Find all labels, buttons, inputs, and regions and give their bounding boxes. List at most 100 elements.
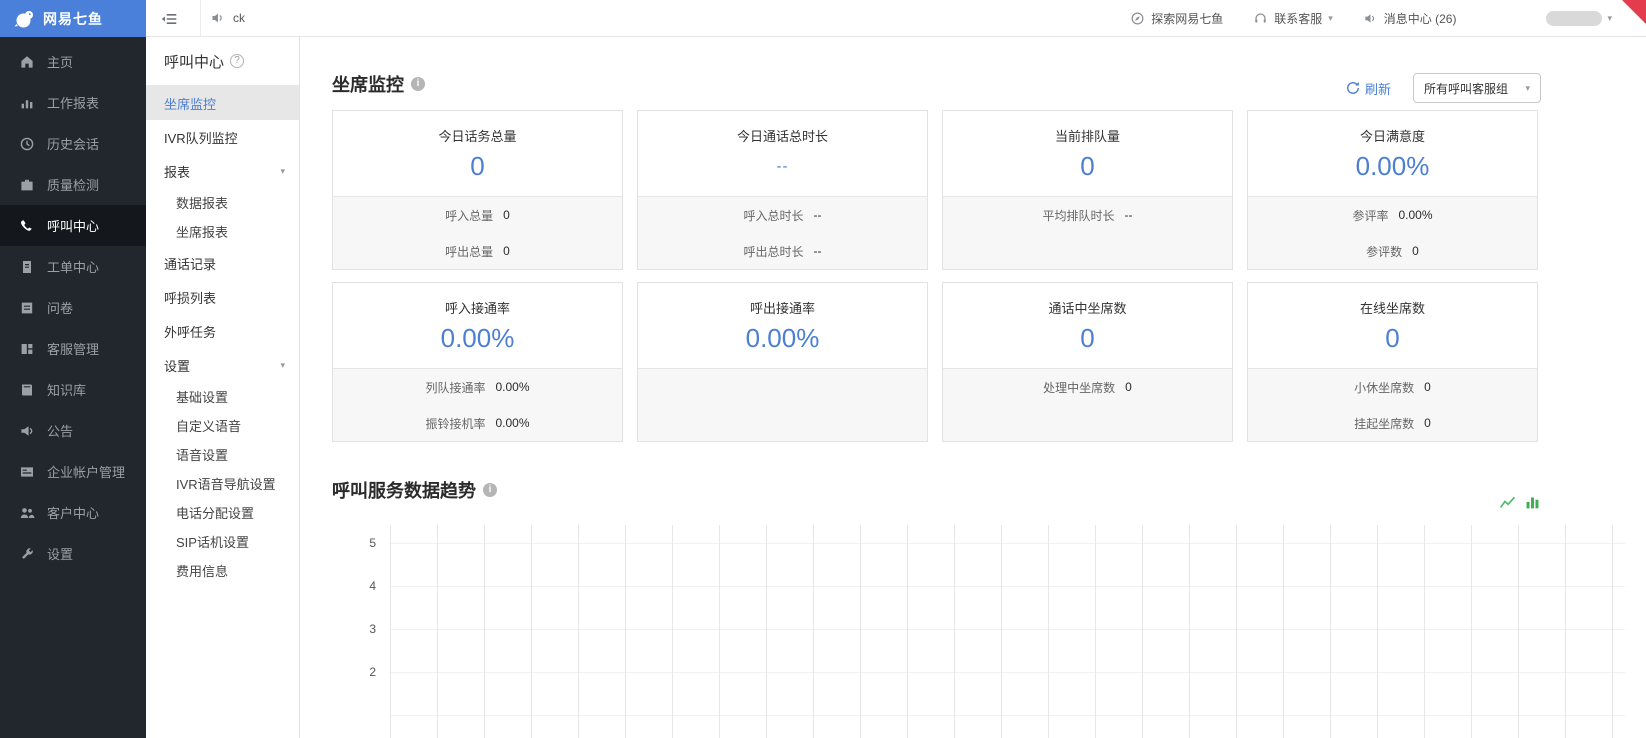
- metric-value: 0.00%: [440, 323, 515, 353]
- contact-support-label: 联系客服: [1274, 12, 1323, 26]
- card-current-queue: 当前排队量 0 平均排队时长 --: [942, 110, 1233, 270]
- sidebar-item-quality-check[interactable]: 质量检测: [0, 164, 146, 205]
- metric-detail: 列队接通率 0.00%: [425, 380, 530, 395]
- quality-icon: [21, 179, 33, 190]
- submenu-item-settings-group[interactable]: 设置 ▾: [164, 358, 285, 374]
- card-inbound-answer-rate: 呼入接通率 0.00% 列队接通率 0.00% 振铃接机率 0.00%: [332, 282, 623, 442]
- submenu-item-call-distribution[interactable]: 电话分配设置: [176, 506, 255, 521]
- submenu-item-billing-info[interactable]: 费用信息: [176, 564, 229, 579]
- user-avatar[interactable]: ▾: [1546, 11, 1612, 26]
- sidebar-item-work-reports[interactable]: 工作报表: [0, 82, 146, 123]
- metric-value: 0: [470, 151, 485, 181]
- sidebar-item-ticket-center[interactable]: 工单中心: [0, 246, 146, 287]
- metric-detail: 呼出总量 0: [445, 244, 510, 259]
- history-icon: [20, 137, 34, 150]
- agent-name: ck: [233, 11, 245, 25]
- customer-icon: [20, 507, 35, 518]
- agent-group-select[interactable]: 所有呼叫客服组 ▾: [1413, 73, 1541, 103]
- page-title: 坐席监控: [332, 75, 404, 95]
- card-agents-online: 在线坐席数 0 小休坐席数 0 挂起坐席数 0: [1247, 282, 1538, 442]
- call-center-submenu: 呼叫中心 ? 坐席监控 IVR队列监控 报表 ▾ 数据报表 坐席报表 通话记录 …: [146, 37, 300, 738]
- topbar-right: 探索网易七鱼 联系客服 ▾ 消息中心 (26) ▾: [1130, 0, 1612, 37]
- y-axis-tick: 4: [369, 579, 376, 593]
- info-icon[interactable]: i: [483, 483, 497, 497]
- ticket-icon: [23, 260, 31, 273]
- home-icon: [21, 55, 33, 68]
- primary-sidebar: 主页 工作报表 历史会话 质量检测 呼叫中心 工单中心 问卷 客服管理: [0, 37, 146, 738]
- horn-icon: [1365, 14, 1374, 23]
- trend-section-header: 呼叫服务数据趋势 i: [332, 477, 497, 503]
- metric-cards: 今日话务总量 0 呼入总量 0 呼出总量 0 今日通话总时长 -- 呼入总时长 -- …: [332, 110, 1538, 442]
- submenu-item-outbound-tasks[interactable]: 外呼任务: [164, 324, 217, 340]
- page-header-actions: 刷新 所有呼叫客服组 ▾: [1340, 73, 1541, 103]
- compass-icon: [1131, 12, 1144, 25]
- metric-detail: 呼入总量 0: [445, 208, 510, 223]
- brand-logo[interactable]: 网易七鱼: [0, 0, 146, 37]
- headset-icon: [1255, 13, 1266, 23]
- metric-detail: 挂起坐席数 0: [1354, 416, 1431, 431]
- metric-value: 0: [1385, 323, 1400, 353]
- chevron-down-icon: ▾: [1607, 13, 1612, 23]
- submenu-item-sip-phone-settings[interactable]: SIP话机设置: [176, 535, 249, 550]
- sidebar-item-call-center[interactable]: 呼叫中心: [0, 205, 146, 246]
- sidebar-item-home[interactable]: 主页: [0, 41, 146, 82]
- metric-detail: 参评数 0: [1366, 244, 1419, 259]
- sidebar-item-staff-management[interactable]: 客服管理: [0, 328, 146, 369]
- metric-detail: 处理中坐席数 0: [1043, 380, 1132, 395]
- avatar: [1546, 11, 1603, 26]
- sidebar-item-announcements[interactable]: 公告: [0, 410, 146, 451]
- metric-value: 0.00%: [1355, 151, 1430, 181]
- submenu-item-agent-report[interactable]: 坐席报表: [176, 225, 229, 240]
- help-icon[interactable]: ?: [230, 54, 245, 68]
- sidebar-item-knowledge-base[interactable]: 知识库: [0, 369, 146, 410]
- info-icon[interactable]: i: [411, 77, 425, 91]
- submenu-item-reports-group[interactable]: 报表 ▾: [164, 164, 285, 180]
- metric-value: --: [776, 158, 789, 175]
- submenu-item-custom-voice[interactable]: 自定义语音: [176, 419, 242, 434]
- sidebar-item-history-sessions[interactable]: 历史会话: [0, 123, 146, 164]
- submenu-item-basic-settings[interactable]: 基础设置: [176, 390, 229, 405]
- settings-icon: [22, 547, 33, 559]
- refresh-button[interactable]: 刷新: [1346, 79, 1391, 98]
- brand-name: 网易七鱼: [43, 10, 103, 27]
- corner-ribbon[interactable]: [1622, 0, 1646, 24]
- submenu-item-voice-settings[interactable]: 语音设置: [176, 448, 229, 463]
- account-icon: [21, 466, 33, 477]
- metric-detail: 平均排队时长 --: [1042, 208, 1133, 223]
- submenu-item-agent-monitor[interactable]: 坐席监控: [146, 86, 299, 120]
- submenu-item-lost-call-list[interactable]: 呼损列表: [164, 290, 217, 306]
- explore-link[interactable]: 探索网易七鱼: [1130, 10, 1223, 27]
- sidebar-item-settings[interactable]: 设置: [0, 533, 146, 574]
- message-center-link[interactable]: 消息中心 (26): [1363, 10, 1457, 27]
- sidebar-item-customer-center[interactable]: 客户中心: [0, 492, 146, 533]
- agent-group-value: 所有呼叫客服组: [1424, 81, 1509, 96]
- y-axis-tick: 5: [369, 536, 376, 550]
- sidebar-item-enterprise-account[interactable]: 企业帐户管理: [0, 451, 146, 492]
- metric-detail: 呼入总时长 --: [743, 208, 822, 223]
- y-axis-tick: 3: [369, 622, 376, 636]
- page-header: 坐席监控 i: [332, 71, 425, 97]
- chevron-down-icon: ▾: [280, 165, 285, 176]
- main-content: 坐席监控 i 刷新 所有呼叫客服组 ▾ 今日话务总量 0: [300, 37, 1646, 738]
- card-outbound-answer-rate: 呼出接通率 0.00%: [637, 282, 928, 442]
- qiyu-bird-icon: [14, 10, 33, 27]
- metric-detail: 呼出总时长 --: [743, 244, 822, 259]
- line-chart-icon[interactable]: [1499, 493, 1516, 515]
- topbar: 网易七鱼 ck 探索网易七鱼: [0, 0, 1646, 37]
- contact-support-link[interactable]: 联系客服 ▾: [1253, 10, 1333, 27]
- collapse-sidebar-icon[interactable]: [160, 10, 178, 28]
- submenu-item-ivr-queue-monitor[interactable]: IVR队列监控: [164, 130, 238, 146]
- bar-chart-icon[interactable]: [1524, 493, 1541, 515]
- submenu-item-call-records[interactable]: 通话记录: [164, 256, 217, 272]
- metric-value: 0.00%: [745, 323, 820, 353]
- message-center-label: 消息中心 (26): [1383, 12, 1457, 26]
- submenu-item-ivr-nav-settings[interactable]: IVR语音导航设置: [176, 477, 276, 492]
- sound-status-icon[interactable]: [210, 10, 226, 26]
- submenu-header: 呼叫中心 ?: [146, 37, 299, 86]
- submenu-item-data-report[interactable]: 数据报表: [176, 196, 229, 211]
- phone-icon: [20, 219, 33, 231]
- sidebar-item-survey[interactable]: 问卷: [0, 287, 146, 328]
- metric-value: 0: [1080, 323, 1095, 353]
- topbar-divider: [200, 0, 201, 37]
